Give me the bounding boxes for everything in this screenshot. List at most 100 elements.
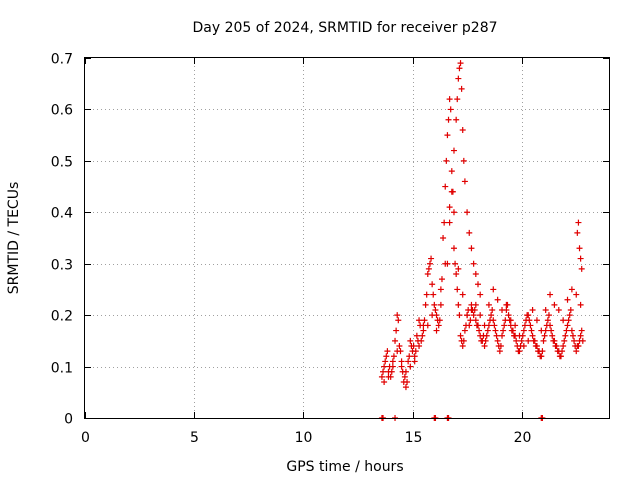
x-tick-label: 5 [190, 430, 199, 446]
data-point [576, 245, 583, 252]
data-point [424, 322, 431, 329]
data-point [436, 317, 443, 324]
data-point [384, 348, 391, 355]
data-point [443, 157, 450, 164]
y-tick-label: 0.2 [51, 309, 73, 325]
data-point [568, 327, 575, 334]
data-point [527, 322, 534, 329]
data-point [445, 116, 452, 123]
data-point [513, 337, 520, 344]
data-point [381, 363, 388, 370]
data-point [480, 332, 487, 339]
data-point [389, 358, 396, 365]
data-point [547, 291, 554, 298]
data-point [573, 348, 580, 355]
y-tick-label: 0.1 [51, 361, 73, 377]
data-point [481, 322, 488, 329]
data-point [503, 301, 510, 308]
data-point [464, 209, 471, 216]
data-point [529, 332, 536, 339]
data-point [467, 317, 474, 324]
data-point [405, 358, 412, 365]
data-point [410, 343, 417, 349]
data-point [429, 312, 436, 319]
data-point [458, 85, 465, 92]
data-point [538, 327, 545, 334]
data-point [431, 301, 438, 308]
data-point [406, 353, 413, 360]
data-point [564, 296, 571, 303]
data-point [464, 312, 471, 319]
x-tick-label: 15 [405, 430, 423, 446]
data-point [552, 343, 559, 349]
data-point [422, 301, 429, 308]
data-point [511, 332, 518, 339]
x-tick-label: 10 [295, 430, 313, 446]
data-point [385, 373, 392, 380]
data-point [440, 235, 447, 241]
data-point [466, 229, 473, 236]
data-point [448, 188, 455, 195]
data-point [380, 368, 387, 375]
data-point [450, 209, 457, 216]
data-point [533, 317, 540, 324]
data-point [401, 373, 408, 380]
data-point [438, 276, 445, 283]
data-point [477, 312, 484, 319]
data-point [516, 332, 523, 339]
data-point [446, 96, 453, 103]
data-point [562, 332, 569, 339]
data-point [477, 291, 484, 298]
data-point [563, 327, 570, 334]
data-point [537, 353, 544, 360]
data-point [560, 317, 567, 324]
data-point [499, 307, 506, 313]
data-point [446, 219, 453, 226]
data-point [407, 337, 414, 344]
y-tick-label: 0.7 [51, 52, 73, 68]
data-point [432, 307, 439, 313]
data-point [488, 312, 495, 319]
data-point [447, 106, 454, 113]
data-point [518, 337, 525, 344]
data-point [577, 332, 584, 339]
data-point [574, 343, 581, 349]
data-point [394, 348, 401, 355]
data-point [556, 353, 563, 360]
data-point [521, 322, 528, 329]
data-point [555, 307, 562, 313]
data-point [462, 322, 469, 329]
data-point [489, 307, 496, 313]
data-point [476, 327, 483, 334]
data-point [497, 343, 504, 349]
data-point [454, 96, 461, 103]
data-point [461, 327, 468, 334]
x-tick-label: 20 [514, 430, 532, 446]
data-point [460, 337, 467, 344]
data-point [452, 260, 459, 267]
data-point [490, 286, 497, 293]
data-point [459, 127, 466, 133]
data-point [564, 322, 571, 329]
data-point [420, 327, 427, 334]
data-point [525, 337, 532, 344]
data-point [407, 363, 414, 370]
data-point [423, 291, 430, 298]
data-point [543, 322, 550, 329]
data-point [577, 301, 584, 308]
data-point [457, 60, 464, 67]
data-point [549, 332, 556, 339]
data-point [491, 322, 498, 329]
data-point [575, 219, 582, 226]
y-tick-label: 0.5 [51, 155, 73, 171]
data-point [529, 307, 536, 313]
data-point [485, 301, 492, 308]
data-point [442, 183, 449, 190]
data-point [468, 245, 475, 252]
data-point [512, 322, 519, 329]
data-point [450, 147, 457, 154]
data-point [526, 317, 533, 324]
data-point [453, 116, 460, 123]
data-point [560, 343, 567, 349]
